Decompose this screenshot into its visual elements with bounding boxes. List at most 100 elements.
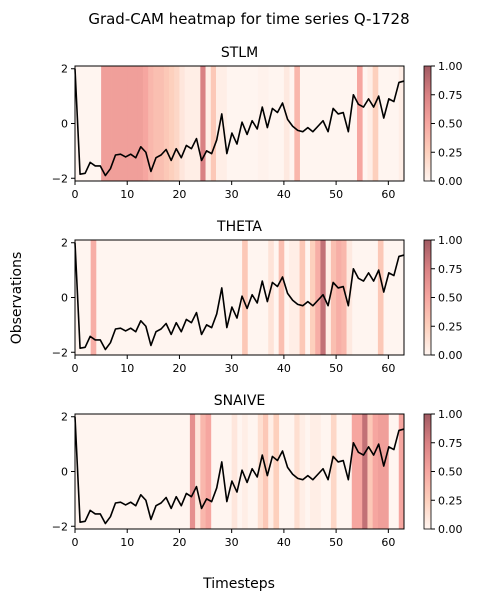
heat-band <box>127 66 133 181</box>
heat-band <box>325 240 332 355</box>
figure-suptitle: Grad-CAM heatmap for time series Q-1728 <box>88 10 409 28</box>
x-tick-label: 0 <box>72 188 79 201</box>
heat-band <box>169 66 175 181</box>
heat-band <box>299 240 306 355</box>
series-line <box>74 68 405 177</box>
heat-band <box>377 414 384 529</box>
heat-band <box>367 414 374 529</box>
colorbar <box>423 65 432 182</box>
x-tick-label: 20 <box>172 362 186 375</box>
heat-band <box>310 414 316 529</box>
x-tick-label: 30 <box>225 362 239 375</box>
heat-band <box>372 414 379 529</box>
y-tick-label: 2 <box>61 411 68 424</box>
heat-band <box>189 66 196 181</box>
heat-band <box>90 240 97 355</box>
heat-band <box>116 66 123 181</box>
colorbar-tick-label: 0.25 <box>438 146 463 159</box>
heat-band <box>372 66 379 181</box>
subplot-2: SNAIVE 0 10 20 30 40 50 60 −2 0 2 0.00 0.25 0.50 0.75 1… <box>52 393 463 549</box>
series-line <box>74 416 405 525</box>
heat-band <box>273 414 280 529</box>
heat-band <box>200 414 206 529</box>
heat-band <box>283 66 290 181</box>
x-tick-label: 20 <box>172 188 186 201</box>
x-tick-label: 40 <box>277 536 291 549</box>
heat-band <box>294 240 300 355</box>
subplot-1: THETA 0 10 20 30 40 50 60 −2 0 2 0.00 0.25 0.50 0.75 1.… <box>52 219 463 375</box>
x-tick-label: 40 <box>277 188 291 201</box>
heat-band <box>189 414 196 529</box>
colorbar-tick-label: 0.25 <box>438 320 463 333</box>
heat-band <box>330 414 337 529</box>
subplot-title: SNAIVE <box>214 393 266 409</box>
colorbar-tick-label: 1.00 <box>438 408 463 421</box>
subplot-0: STLM 0 10 20 30 40 50 60 −2 0 2 0.00 0.25 0.50 0.75 1.0… <box>52 45 463 201</box>
heat-band <box>330 240 337 355</box>
x-tick-label: 50 <box>329 536 343 549</box>
y-tick-label: −2 <box>52 520 68 533</box>
heat-band <box>111 66 118 181</box>
heat-band <box>367 66 374 181</box>
colorbar-tick-label: 1.00 <box>438 60 463 73</box>
heat-band <box>195 414 201 529</box>
colorbar-tick-label: 0.75 <box>438 437 463 450</box>
colorbar <box>423 413 432 530</box>
heat-band <box>231 414 238 529</box>
x-tick-label: 30 <box>225 188 239 201</box>
heat-band <box>184 66 191 181</box>
heat-band <box>383 414 389 529</box>
figure-xlabel: Timesteps <box>202 576 275 592</box>
colorbar-tick-label: 1.00 <box>438 234 463 247</box>
x-tick-label: 40 <box>277 362 291 375</box>
subplot-title: STLM <box>221 45 258 61</box>
heat-band <box>341 240 347 355</box>
heat-band <box>174 66 180 181</box>
figure-ylabel: Observations <box>9 252 25 345</box>
heat-band <box>377 240 384 355</box>
heat-band <box>299 414 306 529</box>
heat-band <box>268 240 274 355</box>
heat-band <box>122 66 128 181</box>
heat-band <box>294 66 300 181</box>
colorbar-tick-label: 0.75 <box>438 263 463 276</box>
heat-band <box>278 240 285 355</box>
heat-band <box>205 414 212 529</box>
x-tick-label: 60 <box>381 188 395 201</box>
heat-band <box>142 66 149 181</box>
x-tick-label: 20 <box>172 536 186 549</box>
heat-band <box>200 66 206 181</box>
subplot-title: THETA <box>216 219 262 235</box>
x-tick-label: 10 <box>120 536 134 549</box>
x-tick-label: 30 <box>225 536 239 549</box>
colorbar-tick-label: 0.50 <box>438 466 463 479</box>
y-tick-label: 2 <box>61 237 68 250</box>
heat-band <box>137 66 144 181</box>
y-tick-label: −2 <box>52 172 68 185</box>
y-tick-label: 0 <box>61 292 68 305</box>
heat-band <box>106 66 112 181</box>
colorbar-tick-label: 0.00 <box>438 349 463 362</box>
heat-band <box>216 66 222 181</box>
x-tick-label: 50 <box>329 362 343 375</box>
y-tick-label: 0 <box>61 118 68 131</box>
heat-band <box>398 66 405 181</box>
x-tick-label: 60 <box>381 362 395 375</box>
heat-band <box>320 240 327 355</box>
heat-band <box>179 66 186 181</box>
heat-band <box>315 414 321 529</box>
colorbar-tick-label: 0.00 <box>438 175 463 188</box>
heat-band <box>210 66 217 181</box>
x-tick-label: 10 <box>120 188 134 201</box>
x-tick-label: 10 <box>120 362 134 375</box>
heat-band <box>148 66 154 181</box>
heat-band <box>357 66 363 181</box>
heat-band <box>158 66 165 181</box>
heat-band <box>242 414 248 529</box>
heat-band <box>257 414 264 529</box>
heat-band <box>153 66 159 181</box>
heat-band <box>294 414 300 529</box>
colorbar-tick-label: 0.25 <box>438 494 463 507</box>
heat-band <box>351 414 358 529</box>
y-tick-label: 2 <box>61 63 68 76</box>
